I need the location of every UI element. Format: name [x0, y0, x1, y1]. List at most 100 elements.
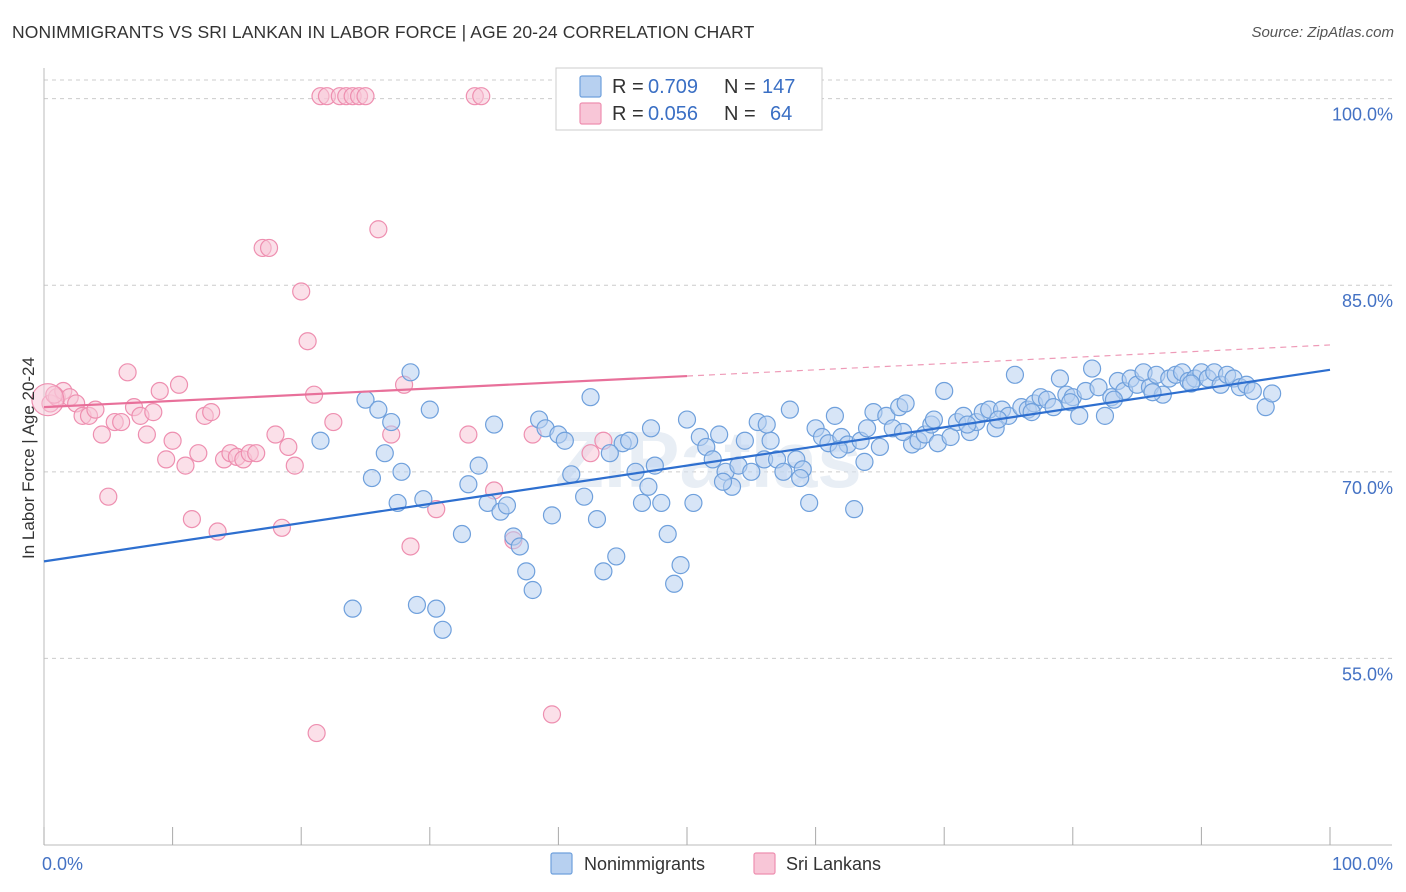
- nonimmigrants-point: [433, 620, 452, 639]
- nonimmigrants-point: [735, 431, 754, 450]
- nonimmigrants-point: [517, 562, 536, 581]
- nonimmigrants-point: [575, 487, 594, 506]
- nonimmigrants-point: [665, 574, 684, 593]
- nonimmigrants-point: [1104, 390, 1124, 409]
- y-tick-label: 70.0%: [1342, 478, 1393, 498]
- sri-lankans-point: [285, 456, 304, 475]
- nonimmigrants-point: [677, 410, 697, 429]
- nonimmigrants-point: [703, 450, 722, 469]
- sri-lankans-point: [292, 282, 311, 301]
- sri-lankans-point: [266, 425, 285, 444]
- nonimmigrants-point: [829, 440, 848, 459]
- nonimmigrants-point: [542, 506, 562, 525]
- nonimmigrants-point: [639, 477, 658, 496]
- sri-lankans-point: [169, 375, 189, 394]
- nonimmigrants-point: [761, 431, 780, 450]
- sri-lankans-point: [247, 444, 266, 463]
- y-tick-label: 55.0%: [1342, 664, 1393, 684]
- nonimmigrants-point: [382, 412, 401, 432]
- nonimmigrants-point: [935, 381, 954, 401]
- nonimmigrants-point: [392, 462, 411, 481]
- sri-lankans-point: [189, 444, 208, 463]
- sri-lankans-point: [137, 425, 156, 444]
- stats-legend: R = 0.709 N = 147 R = 0.056 N = 64: [555, 67, 823, 131]
- sri-lankans-point: [356, 87, 375, 106]
- nonimmigrants-point: [1050, 369, 1070, 388]
- legend-swatch-sri-lankans: [579, 102, 602, 125]
- nonimmigrants-point: [1263, 384, 1282, 403]
- nonimmigrants-point: [710, 425, 729, 444]
- nonimmigrants-point: [757, 415, 776, 434]
- legend-n-value-1: 64: [770, 103, 792, 125]
- nonimmigrants-point: [855, 452, 874, 471]
- nonimmigrants-point: [375, 444, 394, 463]
- sri-lankans-point: [279, 437, 298, 457]
- nonimmigrants-point: [742, 462, 761, 481]
- trend-lines: [43, 344, 1331, 563]
- sri-lankans-point: [298, 332, 317, 351]
- nonimmigrants-point: [632, 493, 652, 513]
- sri-lankans-point: [92, 425, 111, 444]
- sri-lankans-point: [324, 412, 343, 432]
- nonimmigrants-point: [594, 562, 613, 581]
- nonimmigrants-point: [469, 456, 488, 475]
- nonimmigrants-point: [845, 500, 864, 519]
- sri-lankans-point: [99, 487, 118, 506]
- nonimmigrants-point: [407, 595, 427, 615]
- series-legend-swatch-nonimmigrants: [550, 852, 573, 875]
- nonimmigrants-point: [420, 400, 439, 419]
- nonimmigrants-point: [343, 599, 362, 618]
- nonimmigrants-point: [452, 524, 472, 544]
- nonimmigrants-point: [555, 431, 574, 450]
- nonimmigrants-point: [896, 394, 915, 413]
- sri-lankans-point: [182, 509, 201, 529]
- legend-r-value-0: 0.709: [648, 76, 698, 98]
- nonimmigrants-point: [800, 493, 819, 513]
- nonimmigrants-point: [924, 410, 944, 429]
- legend-r-value-1: 0.056: [648, 103, 698, 125]
- nonimmigrants-point: [652, 493, 671, 513]
- nonimmigrants-point: [607, 547, 626, 566]
- sri-lankans-point: [581, 444, 600, 463]
- sri-lankans-point: [176, 456, 195, 475]
- sri-lankans-point: [307, 723, 326, 743]
- legend-n-value-0: 147: [762, 76, 795, 98]
- source-label: Source: ZipAtlas.com: [1251, 24, 1394, 41]
- tick-labels: 55.0% 70.0% 85.0% 100.0% 0.0% 100.0%: [42, 105, 1393, 874]
- nonimmigrants-point: [620, 431, 639, 450]
- axes-layer: [43, 68, 1392, 846]
- chart-title: NONIMMIGRANTS VS SRI LANKAN IN LABOR FOR…: [12, 22, 755, 42]
- nonimmigrants-point: [1089, 378, 1108, 397]
- y-tick-label: 100.0%: [1332, 105, 1393, 125]
- sri-lankans-point: [369, 220, 388, 239]
- nonimmigrants-point: [485, 415, 504, 434]
- legend-r-label-0: R =: [612, 76, 644, 98]
- sri-lankans-point: [401, 537, 420, 556]
- sri-lankans-point: [202, 403, 221, 422]
- nonimmigrants-point: [684, 493, 703, 513]
- sri-lankans-point: [144, 403, 163, 422]
- legend-swatch-nonimmigrants: [579, 75, 602, 98]
- nonimmigrants-point: [857, 419, 877, 438]
- sri-lankans-point: [163, 431, 182, 450]
- nonimmigrants-point: [459, 475, 478, 494]
- legend-n-label-1: N =: [724, 103, 756, 125]
- sri-lankans-point: [112, 412, 131, 432]
- sri-lankans-trendline: [43, 374, 688, 409]
- nonimmigrants-point: [1044, 398, 1063, 417]
- sri-lankans-point: [31, 383, 65, 417]
- nonimmigrants-point: [311, 431, 330, 450]
- series-legend-label-sri-lankans: Sri Lankans: [786, 854, 881, 874]
- nonimmigrants-point: [369, 400, 388, 419]
- sri-lankans-trendline-extension: [686, 344, 1331, 377]
- nonimmigrants-point: [774, 462, 793, 481]
- sri-lankans-point: [472, 87, 491, 106]
- legend-n-label-0: N =: [724, 76, 756, 98]
- sri-lankans-point: [542, 705, 562, 724]
- nonimmigrants-point: [825, 406, 844, 425]
- nonimmigrants-point: [791, 468, 810, 488]
- nonimmigrants-point: [362, 468, 382, 488]
- nonimmigrants-point: [581, 388, 600, 407]
- nonimmigrants-point: [1243, 381, 1262, 401]
